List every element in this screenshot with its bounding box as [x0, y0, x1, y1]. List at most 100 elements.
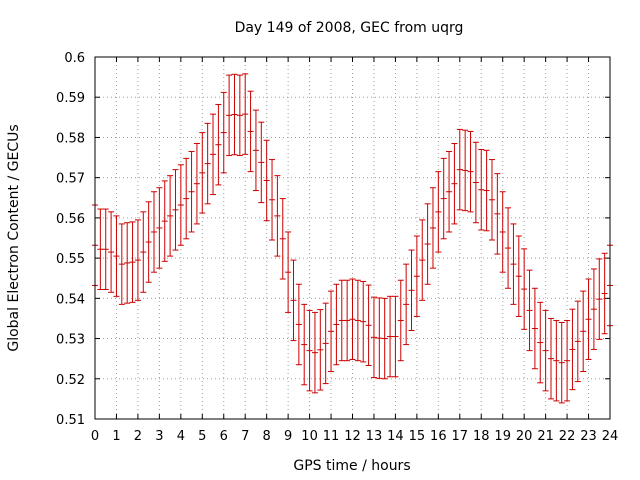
error-bar: [322, 302, 329, 385]
plot-frame: [94, 56, 611, 420]
error-bar: [129, 221, 136, 303]
chart-title: Day 149 of 2008, GEC from uqrg: [235, 20, 464, 36]
error-bar: [596, 258, 603, 340]
error-bar: [161, 180, 168, 262]
y-tick-label: 0.53: [56, 333, 85, 348]
error-bar: [392, 295, 399, 378]
x-tick-label: 12: [344, 429, 361, 444]
error-bar: [242, 73, 249, 155]
error-bar: [188, 151, 195, 233]
error-bar: [569, 308, 576, 391]
x-tick-label: 10: [301, 429, 318, 444]
y-tick-label: 0.51: [56, 413, 85, 428]
error-bar: [108, 211, 115, 293]
error-bar: [231, 73, 238, 156]
x-tick-label: 7: [241, 429, 249, 444]
error-bar: [365, 284, 372, 367]
error-bar: [387, 295, 394, 378]
error-bar: [183, 157, 190, 240]
error-bar: [199, 132, 206, 214]
error-bar: [580, 290, 587, 373]
error-bar: [574, 300, 581, 383]
error-bar: [381, 297, 388, 380]
error-bar: [134, 219, 141, 301]
error-bar: [354, 279, 361, 362]
error-bar: [306, 309, 313, 392]
error-bar: [478, 149, 485, 231]
x-tick-label: 17: [452, 429, 469, 444]
error-bar: [488, 159, 495, 241]
error-bar: [172, 169, 179, 251]
error-bar: [301, 303, 308, 386]
x-tick-label: 11: [323, 429, 340, 444]
error-bar: [328, 290, 335, 373]
error-bar: [151, 191, 158, 273]
error-bar: [526, 269, 533, 352]
x-tick-label: 4: [177, 429, 185, 444]
error-bar: [311, 311, 318, 394]
error-bar: [236, 74, 243, 157]
error-bar: [585, 278, 592, 360]
error-bar: [472, 141, 479, 224]
error-bar: [499, 191, 506, 273]
error-bar: [167, 175, 174, 257]
error-bar: [505, 207, 512, 289]
y-tick-labels: 0.51 0.52 0.53 0.54 0.55 0.56 0.57 0.58 0.59 0.6: [56, 51, 85, 428]
x-tick-label: 6: [220, 429, 228, 444]
error-bar: [542, 309, 549, 392]
grid-lines: [95, 57, 610, 419]
error-bar: [515, 235, 522, 317]
error-bar: [210, 113, 217, 196]
error-bar: [215, 103, 222, 186]
error-bar: [408, 249, 415, 332]
error-bar: [118, 223, 125, 305]
y-tick-label: 0.56: [56, 212, 85, 227]
error-bar: [435, 171, 442, 253]
error-bar: [521, 248, 528, 330]
y-axis-label: Global Electron Content / GECUs: [6, 124, 22, 351]
x-tick-label: 1: [112, 429, 120, 444]
x-axis-label: GPS time / hours: [293, 458, 410, 474]
error-bar: [467, 130, 474, 213]
y-tick-label: 0.52: [56, 373, 85, 388]
error-bar: [424, 203, 431, 285]
error-bar: [247, 90, 254, 173]
error-bar: [269, 159, 276, 241]
error-bar: [258, 121, 265, 204]
error-bar: [440, 157, 447, 240]
y-tick-label: 0.54: [56, 292, 85, 307]
x-tick-label: 23: [580, 429, 597, 444]
error-bar: [102, 208, 109, 290]
x-tick-label: 3: [155, 429, 163, 444]
error-bar: [274, 175, 281, 257]
x-tick-label: 0: [91, 429, 99, 444]
error-bar: [429, 187, 436, 269]
error-bar: [403, 263, 410, 346]
x-tick-label: 20: [516, 429, 533, 444]
error-bars: [92, 73, 613, 404]
error-bar: [97, 208, 104, 290]
error-bar: [360, 280, 367, 363]
x-tick-label: 14: [387, 429, 404, 444]
y-tick-label: 0.55: [56, 252, 85, 267]
error-bar: [204, 122, 211, 205]
error-bar: [510, 223, 517, 305]
x-tick-label: 24: [602, 429, 619, 444]
error-bar: [252, 109, 259, 192]
error-bar: [547, 317, 554, 400]
x-tick-label: 8: [263, 429, 271, 444]
y-tick-label: 0.58: [56, 131, 85, 146]
error-bar: [140, 211, 147, 293]
error-bar: [370, 296, 377, 379]
x-tick-label: 16: [430, 429, 447, 444]
error-bar: [376, 297, 383, 379]
error-bar: [145, 201, 152, 283]
error-bar: [295, 283, 302, 366]
x-tick-label: 21: [537, 429, 554, 444]
error-bar: [456, 128, 463, 211]
error-bar: [285, 231, 292, 313]
error-bar: [413, 235, 420, 317]
error-bar: [279, 198, 286, 280]
error-bar: [113, 215, 120, 297]
error-bar: [558, 321, 565, 404]
